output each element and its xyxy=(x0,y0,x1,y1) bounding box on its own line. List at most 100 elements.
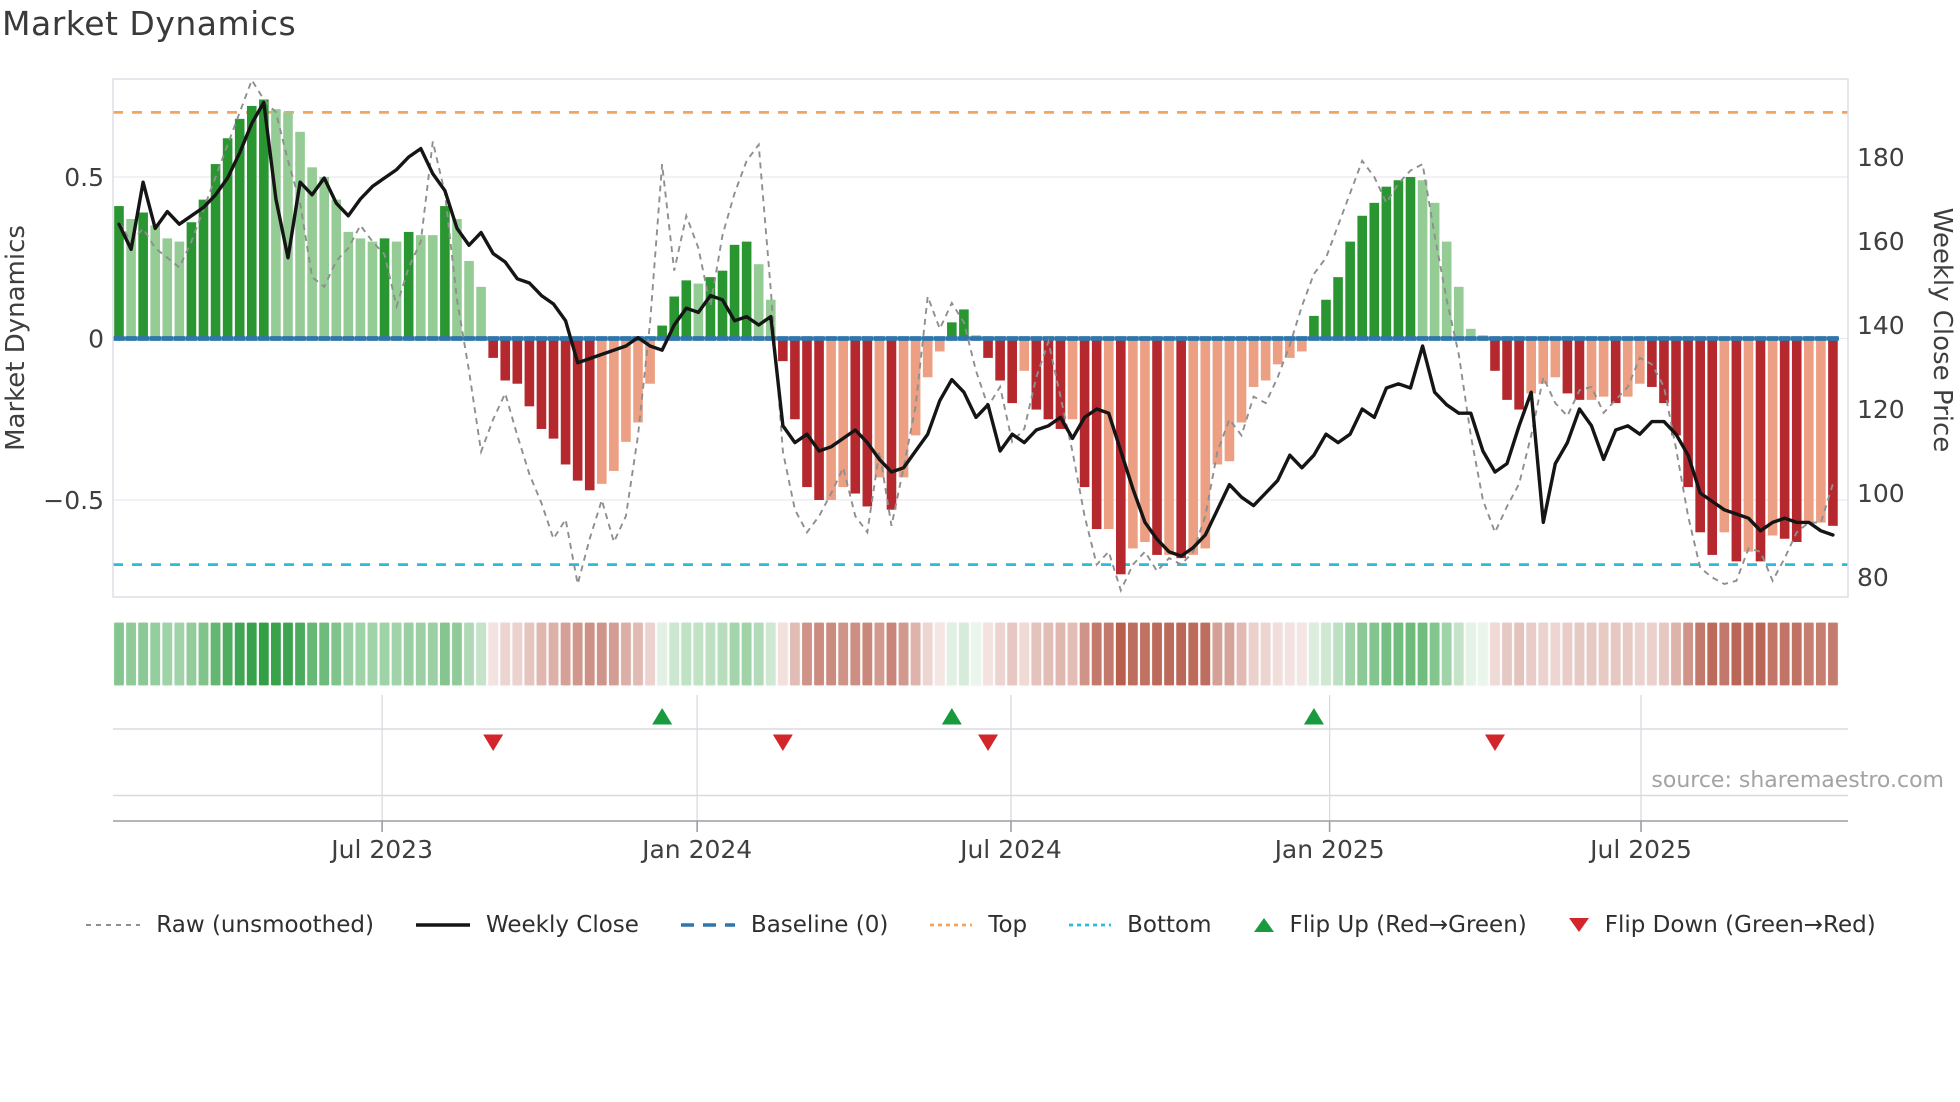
bar xyxy=(1707,338,1718,555)
baseline-dash xyxy=(294,336,307,341)
bar xyxy=(1574,338,1585,400)
baseline-dash xyxy=(149,336,162,341)
threshold-lines xyxy=(113,111,1848,566)
heatmap-cell xyxy=(137,621,150,687)
baseline-swatch-icon xyxy=(680,923,735,927)
heatmap-cell xyxy=(1404,621,1417,687)
baseline-dash xyxy=(1271,336,1284,341)
heatmap-cell xyxy=(680,621,693,687)
heatmap-cell xyxy=(1573,621,1586,687)
baseline-dash xyxy=(1790,336,1803,341)
baseline-dash xyxy=(523,336,536,341)
bar xyxy=(198,199,209,339)
baseline-dash xyxy=(1175,336,1188,341)
close-line-swatch-icon xyxy=(415,923,470,927)
baseline-dash xyxy=(897,336,910,341)
baseline-dash xyxy=(1151,336,1164,341)
bar xyxy=(1067,338,1078,420)
bar xyxy=(548,338,559,439)
heatmap-cell xyxy=(124,621,138,687)
heatmap-cell xyxy=(1718,621,1731,687)
bar xyxy=(222,138,233,339)
bar xyxy=(1490,338,1500,371)
baseline-dash xyxy=(185,336,198,341)
baseline-dash xyxy=(511,336,524,341)
flip-up-marker xyxy=(652,708,673,725)
bar xyxy=(778,338,788,362)
y-axis-title-left: Market Dynamics xyxy=(1,225,31,451)
legend-item-flip-down: Flip Down (Green→Red) xyxy=(1567,912,1876,938)
baseline-dash xyxy=(1307,336,1320,341)
baseline-dash xyxy=(1609,336,1622,341)
x-tick-label: Jul 2025 xyxy=(1588,835,1692,864)
baseline-dash xyxy=(1211,336,1224,341)
baseline-dash xyxy=(475,336,488,341)
bar xyxy=(898,338,909,478)
bar xyxy=(415,235,426,339)
baseline-dash xyxy=(1295,336,1308,341)
heatmap-cell xyxy=(909,621,922,687)
bar xyxy=(1248,338,1259,387)
heatmap-cell xyxy=(390,621,403,687)
heatmap-cell xyxy=(330,621,343,687)
heatmap-cell xyxy=(1283,621,1296,687)
bottom-line-swatch-icon xyxy=(1069,923,1112,927)
bar xyxy=(391,241,402,339)
bar xyxy=(367,241,378,339)
heatmap-cell xyxy=(740,621,753,687)
baseline-dash xyxy=(1561,336,1574,341)
baseline-dash xyxy=(281,336,294,341)
bar xyxy=(138,212,148,339)
bar xyxy=(826,338,836,500)
bar xyxy=(814,338,824,500)
bar xyxy=(1357,215,1368,339)
bar xyxy=(1284,338,1295,358)
baseline-dash xyxy=(1199,336,1212,341)
baseline-dash xyxy=(113,336,125,341)
heatmap-cell xyxy=(1464,621,1477,687)
bar xyxy=(1804,338,1814,523)
baseline-dash xyxy=(1247,336,1260,341)
bar xyxy=(947,322,957,339)
legend-label: Top xyxy=(988,912,1028,938)
bar xyxy=(1526,338,1536,394)
heatmap-cell xyxy=(1259,621,1272,687)
bar xyxy=(524,338,535,407)
bar xyxy=(1550,338,1561,378)
bar xyxy=(1538,338,1549,384)
baseline-dash xyxy=(861,336,874,341)
heatmap-cell xyxy=(692,621,705,687)
bar xyxy=(1586,338,1597,400)
baseline-dash xyxy=(933,336,946,341)
heatmap-cell xyxy=(1235,621,1248,687)
heatmap-cell xyxy=(837,621,850,687)
bar xyxy=(500,338,511,381)
baseline-dash xyxy=(595,336,608,341)
y-tick-label-right: 140 xyxy=(1857,311,1905,340)
bar xyxy=(1731,338,1742,562)
baseline-dash xyxy=(1066,336,1079,341)
baseline-dash xyxy=(1235,336,1248,341)
heatmap-cell xyxy=(957,621,971,687)
bar xyxy=(717,270,728,339)
baseline-dash xyxy=(1114,336,1127,341)
bar xyxy=(1635,338,1645,384)
heatmap-cell xyxy=(1500,621,1514,687)
plot-border xyxy=(112,78,1849,598)
bar xyxy=(1031,338,1042,410)
bar xyxy=(584,338,595,491)
bar xyxy=(234,118,245,339)
baseline-dash xyxy=(716,336,729,341)
bar xyxy=(1091,338,1102,530)
bar xyxy=(1791,338,1802,542)
heatmap-cell xyxy=(1452,621,1465,687)
bar xyxy=(1152,338,1162,555)
baseline-dash xyxy=(1428,336,1441,341)
baseline-dash xyxy=(342,336,355,341)
heatmap-cell xyxy=(668,621,681,687)
heatmap-cell xyxy=(825,621,838,687)
heatmap-cell xyxy=(462,621,476,687)
heatmap-cell xyxy=(619,621,633,687)
bar xyxy=(1453,286,1464,339)
